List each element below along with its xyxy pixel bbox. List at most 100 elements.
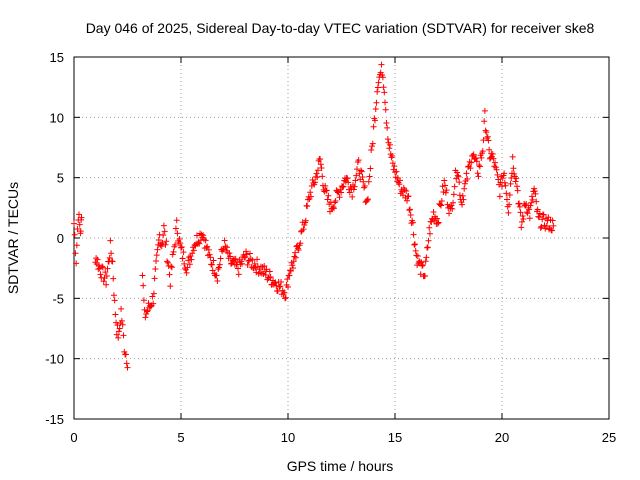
data-point (153, 257, 160, 264)
data-point (492, 159, 499, 166)
data-point (292, 254, 299, 261)
data-point (512, 178, 519, 185)
data-point (282, 295, 289, 302)
data-point (278, 278, 285, 285)
data-point (180, 249, 187, 256)
data-point (494, 171, 501, 178)
data-point (334, 188, 341, 195)
data-point (425, 237, 432, 244)
data-point (369, 140, 376, 147)
data-point (396, 177, 403, 184)
data-point (300, 226, 307, 233)
data-point (410, 231, 417, 238)
data-point (188, 256, 195, 263)
data-point (178, 244, 184, 251)
data-point (285, 284, 291, 291)
data-point (489, 151, 496, 158)
data-point (102, 269, 109, 276)
data-point (177, 240, 184, 247)
data-point (235, 265, 242, 272)
data-point (200, 232, 207, 239)
data-point (384, 136, 391, 143)
data-point (244, 261, 251, 268)
data-point (407, 211, 414, 218)
data-point (381, 89, 388, 96)
data-point (113, 331, 120, 338)
data-point (249, 257, 256, 264)
data-point (324, 196, 331, 203)
data-point (384, 124, 391, 131)
data-point (139, 272, 146, 279)
data-point (208, 261, 215, 268)
data-point (71, 220, 77, 227)
data-point (550, 222, 557, 229)
data-point (226, 250, 233, 257)
data-point (532, 190, 539, 197)
data-point (254, 256, 261, 263)
data-point (168, 264, 175, 271)
data-point (540, 211, 547, 218)
data-point (392, 169, 398, 176)
data-point (476, 162, 483, 169)
data-point (286, 272, 293, 279)
data-point (243, 248, 250, 255)
data-point (345, 179, 352, 186)
data-point (115, 328, 122, 335)
data-point (499, 183, 505, 190)
data-point (215, 265, 222, 272)
data-point (374, 84, 381, 91)
data-point (149, 293, 156, 300)
data-point (349, 193, 356, 200)
data-point (534, 206, 541, 213)
data-point (482, 127, 489, 134)
data-point (501, 170, 508, 177)
data-point (144, 307, 151, 314)
data-point (295, 247, 302, 254)
data-point (411, 241, 418, 248)
data-point (314, 174, 321, 181)
data-point (361, 182, 368, 189)
data-point (459, 201, 466, 208)
data-point (423, 254, 430, 261)
data-point (120, 332, 127, 339)
y-tick-label: -5 (52, 291, 64, 306)
data-point (509, 153, 516, 160)
data-point (147, 303, 154, 310)
data-point (297, 240, 304, 247)
y-tick-label: 10 (50, 110, 64, 125)
data-point (181, 260, 188, 267)
data-point (170, 248, 177, 255)
data-point (537, 224, 544, 231)
data-point (103, 272, 110, 279)
data-point (273, 282, 280, 289)
data-point (123, 360, 130, 367)
data-point (372, 117, 379, 124)
data-point (456, 192, 463, 199)
data-point (360, 178, 367, 185)
data-point (112, 311, 119, 318)
data-point (527, 202, 534, 209)
data-point (442, 182, 449, 189)
data-point (454, 172, 461, 179)
data-point (289, 262, 296, 269)
data-point (486, 146, 493, 153)
data-point (193, 232, 200, 239)
data-point (110, 292, 117, 299)
data-point (338, 189, 345, 196)
data-point (426, 224, 433, 231)
x-tick-label: 15 (388, 430, 402, 445)
data-point (183, 269, 190, 276)
data-point (528, 193, 535, 200)
data-point (115, 334, 122, 341)
data-point (516, 200, 523, 207)
data-point (454, 169, 461, 176)
data-point (153, 252, 160, 259)
data-point (438, 202, 445, 209)
data-point (412, 247, 419, 254)
data-point (164, 258, 171, 265)
data-point (140, 282, 147, 289)
data-point (450, 199, 457, 206)
data-point (370, 123, 377, 130)
data-point (209, 267, 216, 274)
data-point (354, 166, 361, 173)
